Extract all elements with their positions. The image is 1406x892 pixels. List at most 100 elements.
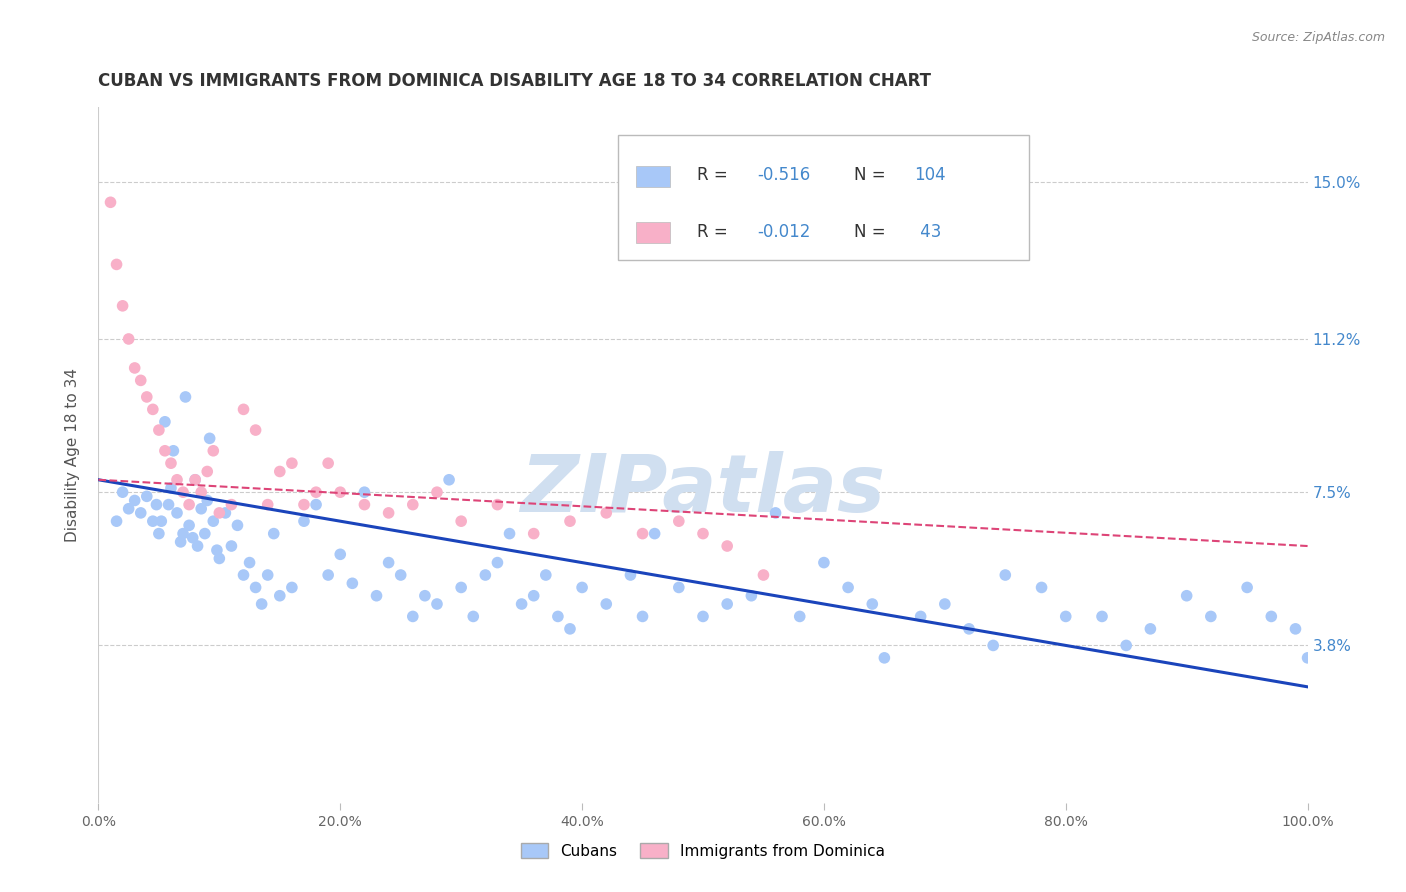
Text: N =: N = (855, 166, 891, 185)
Point (329, 485, 352, 500)
FancyBboxPatch shape (637, 222, 671, 244)
Legend: Cubans, Immigrants from Dominica: Cubans, Immigrants from Dominica (515, 837, 891, 864)
Text: -0.516: -0.516 (758, 166, 811, 185)
Point (111, 485, 134, 500)
Point (558, 514, 581, 528)
Point (250, 597, 273, 611)
Point (239, 556, 262, 570)
Point (1115, 639, 1137, 653)
Point (232, 402, 254, 417)
Point (205, 543, 228, 558)
Point (118, 332, 141, 346)
Text: N =: N = (855, 223, 891, 241)
Point (353, 485, 375, 500)
Point (194, 526, 217, 541)
Point (174, 390, 197, 404)
Point (1199, 609, 1222, 624)
Point (981, 639, 1004, 653)
Point (129, 373, 152, 387)
Point (208, 551, 231, 566)
Point (692, 609, 714, 624)
Point (124, 361, 146, 376)
Point (450, 514, 472, 528)
Point (157, 498, 180, 512)
FancyBboxPatch shape (637, 166, 671, 187)
Point (169, 534, 191, 549)
Point (281, 456, 304, 470)
Point (342, 576, 364, 591)
Point (150, 514, 173, 528)
Y-axis label: Disability Age 18 to 34: Disability Age 18 to 34 (65, 368, 80, 542)
Point (232, 568, 254, 582)
Point (377, 556, 399, 570)
Point (377, 506, 399, 520)
Point (716, 597, 738, 611)
Point (366, 589, 388, 603)
Point (202, 443, 225, 458)
Point (179, 518, 201, 533)
Point (644, 526, 666, 541)
Point (474, 568, 496, 582)
Point (1284, 622, 1306, 636)
Point (426, 597, 449, 611)
Point (450, 581, 472, 595)
Point (153, 415, 176, 429)
Point (184, 473, 207, 487)
Point (256, 568, 278, 582)
Point (413, 589, 436, 603)
Point (994, 568, 1017, 582)
Point (100, 195, 122, 210)
Point (118, 501, 141, 516)
Point (195, 465, 218, 479)
Point (740, 589, 762, 603)
Point (292, 514, 315, 528)
Point (135, 390, 157, 404)
Point (1175, 589, 1198, 603)
Point (221, 498, 243, 512)
Point (957, 622, 980, 636)
Point (486, 556, 509, 570)
Text: CUBAN VS IMMIGRANTS FROM DOMINICA DISABILITY AGE 18 TO 34 CORRELATION CHART: CUBAN VS IMMIGRANTS FROM DOMINICA DISABI… (98, 72, 931, 90)
Point (142, 402, 165, 417)
Point (172, 485, 194, 500)
Text: Source: ZipAtlas.com: Source: ZipAtlas.com (1251, 31, 1385, 45)
Point (1260, 609, 1282, 624)
Point (668, 581, 690, 595)
Point (256, 498, 278, 512)
Point (179, 498, 201, 512)
Point (595, 506, 617, 520)
Point (195, 493, 218, 508)
Point (202, 514, 225, 528)
Point (190, 485, 212, 500)
Point (145, 498, 167, 512)
Point (837, 581, 859, 595)
Point (181, 531, 204, 545)
Point (105, 257, 128, 271)
Point (148, 526, 170, 541)
Point (162, 443, 184, 458)
Point (214, 506, 236, 520)
Point (631, 609, 654, 624)
Point (910, 609, 932, 624)
Point (198, 431, 221, 445)
Text: R =: R = (697, 166, 733, 185)
Point (631, 526, 654, 541)
Point (148, 423, 170, 437)
Point (316, 456, 339, 470)
Point (184, 473, 207, 487)
Point (571, 581, 593, 595)
Text: R =: R = (697, 223, 733, 241)
Point (523, 589, 546, 603)
Point (305, 498, 328, 512)
Point (1139, 622, 1161, 636)
Point (1031, 581, 1053, 595)
FancyBboxPatch shape (619, 135, 1029, 260)
Point (105, 514, 128, 528)
Point (402, 609, 425, 624)
Point (135, 489, 157, 503)
Point (166, 506, 188, 520)
Point (305, 485, 328, 500)
Point (437, 473, 460, 487)
Point (1296, 651, 1319, 665)
Point (316, 568, 339, 582)
